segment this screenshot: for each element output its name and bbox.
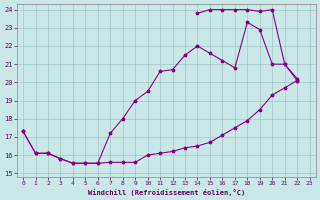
X-axis label: Windchill (Refroidissement éolien,°C): Windchill (Refroidissement éolien,°C) (88, 189, 245, 196)
